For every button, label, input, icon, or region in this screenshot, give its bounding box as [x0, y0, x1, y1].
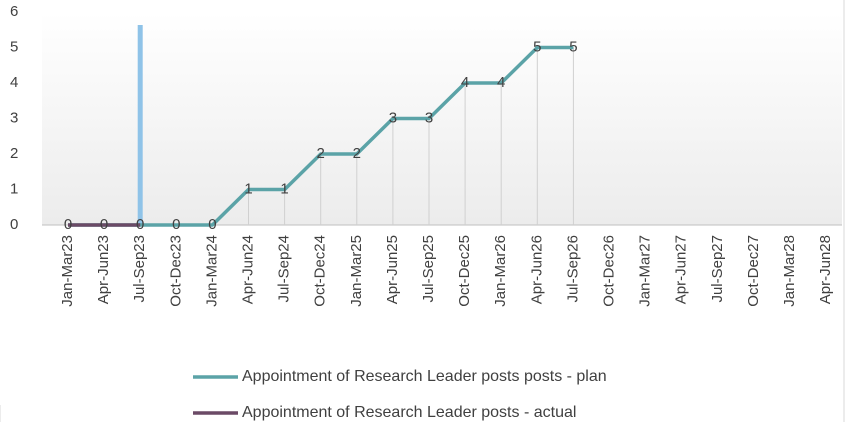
x-tick-label: Jan-Mar23	[59, 235, 76, 307]
y-tick-label: 6	[10, 3, 18, 20]
plot-background	[42, 12, 842, 225]
data-label: 0	[136, 216, 144, 233]
data-label: 1	[244, 180, 252, 197]
data-label: 0	[64, 216, 72, 233]
x-tick-label: Jul-Sep24	[276, 235, 293, 303]
x-tick-label: Jul-Sep23	[131, 235, 148, 303]
x-tick-label: Jul-Sep26	[564, 235, 581, 303]
x-tick-label: Oct-Dec26	[600, 235, 617, 307]
x-tick-label: Jan-Mar26	[492, 235, 509, 307]
x-tick-label: Jan-Mar28	[781, 235, 798, 307]
y-tick-label: 3	[10, 109, 18, 126]
legend-label: Appointment of Research Leader posts pos…	[242, 368, 607, 385]
y-tick-label: 4	[10, 74, 18, 91]
x-tick-label: Oct-Dec27	[745, 235, 762, 307]
x-tick-label: Jan-Mar25	[348, 235, 365, 307]
data-label: 0	[208, 216, 216, 233]
data-label: 0	[100, 216, 108, 233]
x-tick-label: Apr-Jun24	[239, 235, 256, 304]
x-tick-label: Jan-Mar24	[203, 235, 220, 307]
x-tick-label: Apr-Jun26	[528, 235, 545, 304]
current-marker	[137, 25, 143, 225]
x-tick-label: Oct-Dec23	[167, 235, 184, 307]
x-tick-label: Jan-Mar27	[637, 235, 654, 307]
legend-label: Appointment of Research Leader posts - a…	[242, 404, 576, 421]
x-tick-label: Oct-Dec24	[312, 235, 329, 307]
data-label: 1	[280, 180, 288, 197]
series-line	[68, 45, 574, 227]
y-tick-label: 5	[10, 38, 18, 55]
y-tick-label: 1	[10, 180, 18, 197]
y-tick-label: 2	[10, 145, 18, 162]
x-tick-label: Apr-Jun25	[384, 235, 401, 304]
data-label: 0	[172, 216, 180, 233]
data-label: 5	[569, 38, 577, 55]
data-label: 2	[317, 145, 325, 162]
x-tick-label: Jul-Sep27	[709, 235, 726, 303]
x-tick-label: Apr-Jun28	[817, 235, 834, 304]
data-label: 2	[353, 145, 361, 162]
x-tick-label: Apr-Jun23	[95, 235, 112, 304]
data-label: 4	[497, 74, 505, 91]
data-label: 3	[425, 109, 433, 126]
data-label: 3	[389, 109, 397, 126]
y-tick-label: 0	[10, 216, 18, 233]
data-label: 4	[461, 74, 469, 91]
x-tick-label: Apr-Jun27	[673, 235, 690, 304]
x-tick-label: Oct-Dec25	[456, 235, 473, 307]
x-tick-label: Jul-Sep25	[420, 235, 437, 303]
data-label: 5	[533, 38, 541, 55]
